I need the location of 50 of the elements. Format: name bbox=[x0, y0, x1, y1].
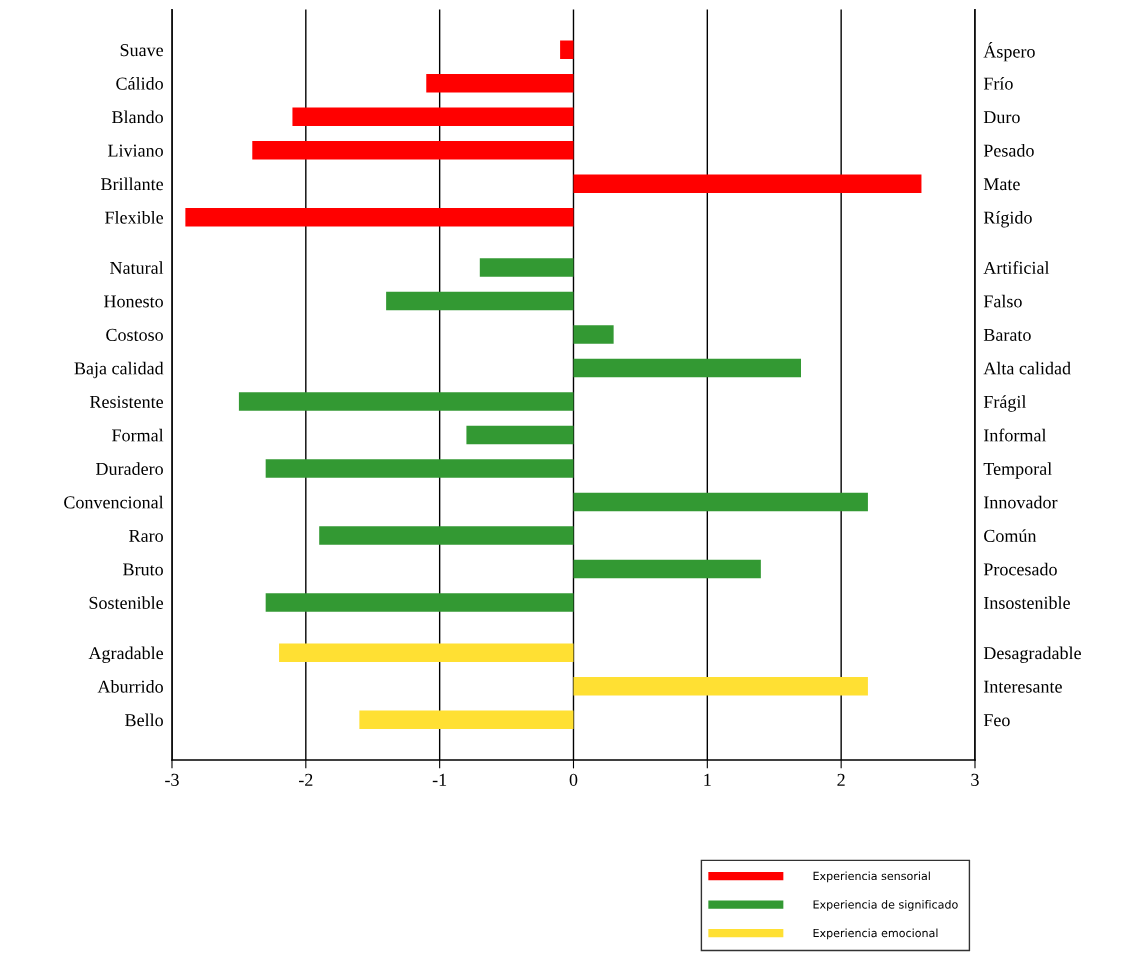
x-tick-label: -1 bbox=[432, 773, 447, 786]
y-tick-label: Natural bbox=[110, 261, 164, 274]
y-tick-label: Duradero bbox=[96, 462, 163, 475]
y2-tick-label: Feo bbox=[983, 714, 1010, 727]
y-tick-label: Liviano bbox=[108, 144, 163, 157]
y-tick-label: Flexible bbox=[105, 211, 164, 224]
y-tick-label: Formal bbox=[112, 428, 164, 442]
y2-tick-label: Frágil bbox=[983, 395, 1027, 412]
text: Experiencia sensorial bbox=[813, 871, 930, 883]
y2-tick-label: Artificial bbox=[983, 261, 1050, 274]
y-tick-label: Suave bbox=[120, 44, 164, 57]
y-tick-label: Sostenible bbox=[89, 596, 164, 609]
text: Experiencia de significado bbox=[813, 900, 958, 911]
y-tick-label: Costoso bbox=[106, 328, 163, 341]
y-tick-label: Agradable bbox=[88, 646, 164, 663]
y2-tick-label: Frío bbox=[983, 76, 1013, 90]
y2-tick-label: Temporal bbox=[983, 462, 1052, 479]
y2-tick-label: Innovador bbox=[983, 495, 1058, 509]
y2-tick-label: Informal bbox=[983, 428, 1047, 442]
y2-tick-label: Barato bbox=[983, 328, 1031, 341]
y2-tick-label: Duro bbox=[983, 111, 1020, 124]
y2-tick-label: Áspero bbox=[983, 42, 1035, 62]
y-tick-label: Aburrido bbox=[97, 680, 163, 693]
text: Experiencia emocional bbox=[813, 928, 938, 940]
y-tick-label: Baja calidad bbox=[74, 361, 164, 379]
x-tick-label: 1 bbox=[704, 773, 711, 786]
y2-tick-label: Falso bbox=[983, 294, 1022, 308]
x-tick-label: -3 bbox=[165, 773, 179, 786]
y-tick-label: Honesto bbox=[103, 295, 163, 308]
y2-tick-label: Desagradable bbox=[983, 646, 1081, 663]
y-tick-label: Convencional bbox=[64, 495, 164, 509]
y2-tick-label: Insostenible bbox=[983, 596, 1070, 609]
y-tick-label: Raro bbox=[129, 529, 163, 542]
x-tick-label: 0 bbox=[569, 773, 578, 786]
y-tick-label: Brillante bbox=[101, 177, 164, 191]
y-tick-label: Resistente bbox=[89, 395, 164, 408]
y2-tick-label: Interesante bbox=[983, 680, 1062, 693]
y-tick-label: Cálido bbox=[116, 76, 163, 90]
y-tick-label: Blando bbox=[112, 110, 163, 124]
y-tick-label: Bello bbox=[125, 713, 163, 727]
y2-tick-label: Alta calidad bbox=[983, 361, 1071, 375]
y2-tick-label: Procesado bbox=[983, 562, 1057, 576]
y2-tick-label: Mate bbox=[983, 178, 1020, 191]
y-tick-label: Bruto bbox=[123, 563, 163, 576]
y2-tick-label: Rígido bbox=[983, 211, 1032, 228]
x-tick-label: -2 bbox=[298, 773, 313, 786]
y2-tick-label: Común bbox=[984, 529, 1037, 542]
y2-tick-label: Pesado bbox=[983, 144, 1034, 157]
x-tick-label: 2 bbox=[837, 773, 845, 786]
x-tick-label: 3 bbox=[971, 773, 979, 786]
